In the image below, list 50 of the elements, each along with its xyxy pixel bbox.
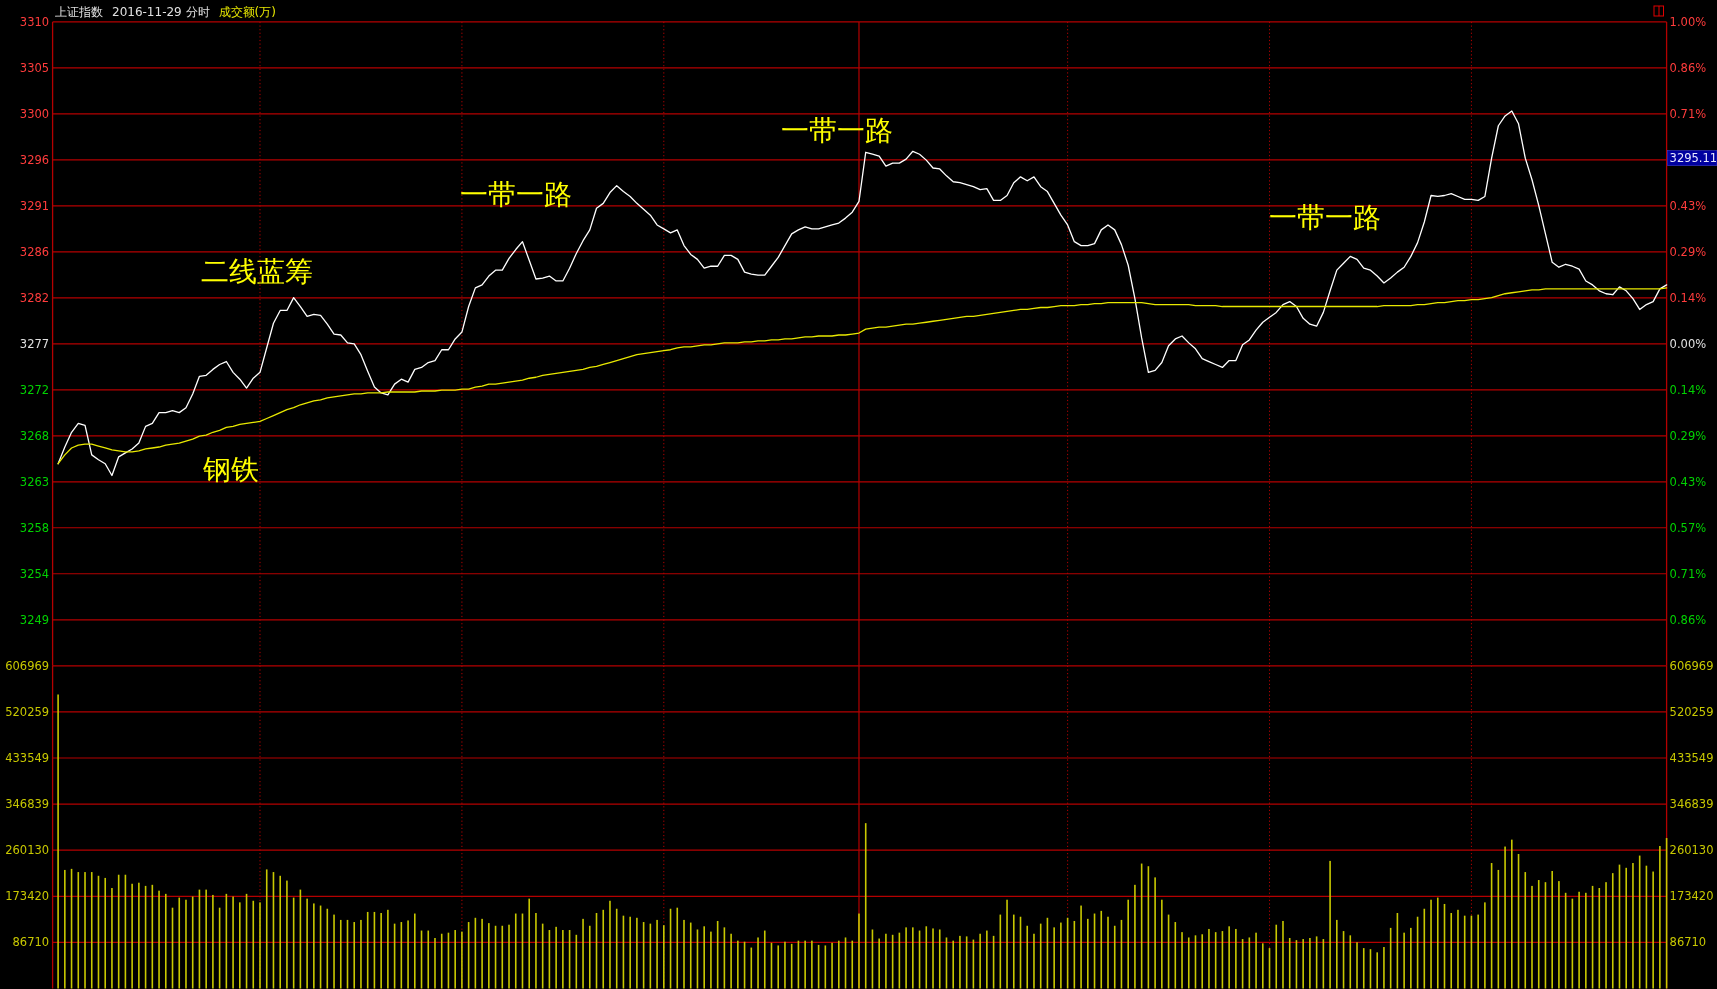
y-tick-label: 3254 bbox=[19, 566, 50, 581]
y-tick-label: 3310 bbox=[19, 14, 50, 29]
annotation: 一带一路 bbox=[781, 114, 893, 148]
y2-tick-label: 346839 bbox=[1669, 797, 1714, 812]
y-tick-label: 433549 bbox=[5, 751, 50, 765]
y2-tick-label: 0.86% bbox=[1669, 60, 1707, 75]
text: 3295.11 bbox=[1669, 151, 1717, 166]
y2-tick-label: 0.71% bbox=[1669, 106, 1707, 121]
y-tick-label: 86710 bbox=[12, 935, 50, 950]
y2-tick-label: 0.86% bbox=[1669, 612, 1707, 627]
y2-tick-label: 606969 bbox=[1669, 658, 1714, 673]
y2-tick-label: 260130 bbox=[1669, 843, 1714, 858]
y2-tick-label: 0.57% bbox=[1669, 520, 1707, 535]
y2-tick-label: 0.14% bbox=[1669, 382, 1707, 397]
annotation: 一带一路 bbox=[459, 177, 572, 211]
y-tick-label: 173420 bbox=[5, 889, 50, 904]
y-tick-label: 3268 bbox=[19, 428, 50, 443]
annotation: 二线蓝筹 bbox=[200, 255, 313, 289]
y-tick-label: 3258 bbox=[19, 520, 50, 535]
y-tick-label: 606969 bbox=[5, 658, 50, 673]
chart-title: 上证指数 bbox=[55, 5, 103, 19]
y-tick-label: 3305 bbox=[19, 60, 50, 75]
y-tick-label: 3249 bbox=[19, 612, 50, 627]
y-tick-label: 520259 bbox=[5, 704, 50, 719]
y2-tick-label: 0.43% bbox=[1669, 474, 1707, 489]
y-tick-label: 3300 bbox=[19, 106, 50, 121]
y2-tick-label: 520259 bbox=[1669, 704, 1714, 719]
y2-tick-label: 0.29% bbox=[1669, 244, 1707, 259]
y2-tick-label: 173420 bbox=[1669, 889, 1714, 904]
y2-tick-label: 433549 bbox=[1669, 751, 1714, 765]
chart-subtitle: 2016-11-29 分时 bbox=[112, 5, 210, 19]
y-tick-label: 3282 bbox=[19, 290, 50, 305]
annotation: 一带一路 bbox=[1269, 200, 1382, 234]
y-tick-label: 260130 bbox=[5, 843, 50, 858]
y2-tick-label: 0.00% bbox=[1669, 336, 1707, 351]
annotation: 钢铁 bbox=[201, 452, 259, 486]
text: 成交额(万) bbox=[218, 5, 276, 19]
y2-tick-label: 1.00% bbox=[1669, 14, 1707, 29]
y2-tick-label: 0.29% bbox=[1669, 428, 1707, 443]
y-tick-label: 3272 bbox=[19, 382, 50, 397]
y-tick-label: 3277 bbox=[19, 336, 50, 351]
y2-tick-label: 86710 bbox=[1669, 935, 1707, 950]
y-tick-label: 3286 bbox=[19, 244, 50, 259]
y-tick-label: 346839 bbox=[5, 797, 50, 812]
y2-tick-label: 0.43% bbox=[1669, 198, 1707, 213]
y2-tick-label: 0.14% bbox=[1669, 290, 1707, 305]
y-tick-label: 3263 bbox=[19, 474, 50, 489]
y-tick-label: 3291 bbox=[19, 198, 50, 213]
y-tick-label: 3296 bbox=[19, 152, 50, 167]
y2-tick-label: 0.71% bbox=[1669, 566, 1707, 581]
